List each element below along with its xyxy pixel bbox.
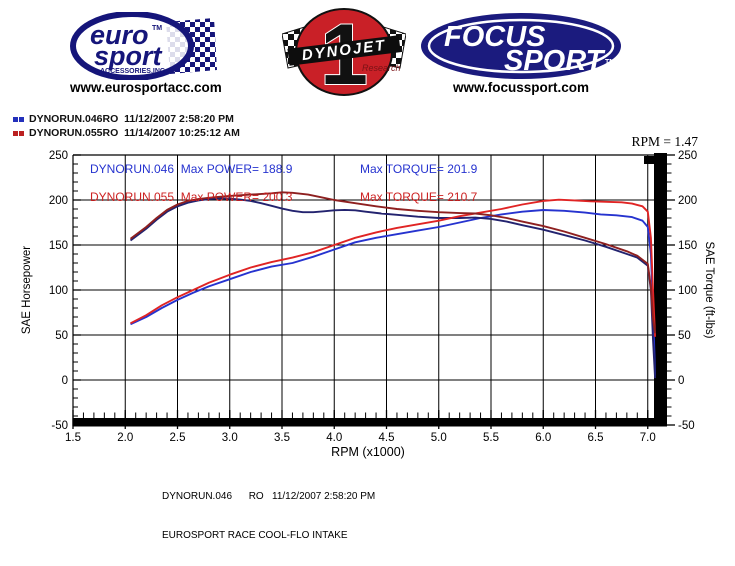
axis-tick-label: 200	[678, 195, 697, 207]
curve-power-055	[130, 198, 657, 337]
eurosport-word1: euro	[90, 20, 149, 50]
annotation-run046-power: DYNORUN.046 Max POWER= 188.9	[90, 162, 293, 176]
annotation-run055-torque: Max TORQUE= 210.7	[360, 190, 478, 204]
run046-marker-icon	[13, 116, 18, 122]
curve-torque-046	[129, 197, 657, 379]
run055-marker-icon	[13, 130, 18, 136]
axis-tick-label: 6.5	[588, 432, 604, 444]
eurosport-word2: sport	[94, 41, 163, 71]
axis-tick-label: 100	[678, 285, 697, 297]
rpm-bar-cap	[644, 156, 655, 164]
annotation-run046-torque: Max TORQUE= 201.9	[360, 162, 478, 176]
run046-marker-icon	[19, 116, 24, 122]
focussport-tm: TM	[605, 59, 615, 66]
axis-tick-label: 100	[49, 285, 68, 297]
axis-tick-label: 6.0	[535, 432, 551, 444]
axis-tick-label: 200	[49, 195, 68, 207]
focussport-ring	[427, 18, 615, 74]
focussport-url: www.focussport.com	[452, 80, 589, 95]
dynojet-banner	[287, 35, 401, 66]
x-axis-title: RPM (x1000)	[331, 445, 405, 459]
y-axis-title-right: SAE Torque (ft-lbs)	[703, 242, 715, 339]
axis-tick-label: 50	[678, 330, 691, 342]
axis-tick-label: 150	[678, 240, 697, 252]
y-axis-title-left: SAE Horsepower	[21, 246, 33, 334]
focussport-word1: FOCUS	[444, 21, 546, 53]
rpm-bar-bottom	[73, 418, 667, 427]
run-notes: DYNORUN.046 RO 11/12/2007 2:58:20 PM EUR…	[162, 464, 391, 566]
focussport-word2: SPORT	[504, 45, 606, 77]
eurosport-oval	[70, 12, 194, 80]
axis-tick-label: 150	[49, 240, 68, 252]
axis-tick-label: 4.0	[326, 432, 342, 444]
focussport-oval	[421, 13, 621, 79]
axis-tick-label: 2.0	[117, 432, 133, 444]
curve-torque-055	[129, 191, 657, 334]
legend-label: DYNORUN.046RO 11/12/2007 2:58:20 PM	[29, 113, 234, 125]
axis-tick-label: 3.0	[222, 432, 238, 444]
axis-tick-label: -50	[678, 420, 695, 432]
axis-tick-label: 5.0	[431, 432, 447, 444]
axis-tick-label: 4.5	[379, 432, 395, 444]
legend-label: DYNORUN.055RO 11/14/2007 10:25:12 AM	[29, 127, 240, 139]
axis-tick-label: 250	[49, 150, 68, 162]
axis-tick-label: 5.5	[483, 432, 499, 444]
eurosport-tagline: ACCESSORIES,INC.	[100, 68, 167, 75]
run-note-line: DYNORUN.046 RO 11/12/2007 2:58:20 PM	[162, 491, 376, 502]
eurosport-url: www.eurosportacc.com	[70, 80, 222, 95]
dynojet-script: Research	[362, 63, 401, 73]
axis-tick-label: 3.5	[274, 432, 290, 444]
axis-tick-label: 1.5	[65, 432, 81, 444]
axis-tick-label: 2.5	[170, 432, 186, 444]
legend-item-run046: DYNORUN.046RO 11/12/2007 2:58:20 PM	[13, 112, 234, 126]
eurosport-tm: TM	[152, 25, 162, 32]
axis-tick-label: -50	[51, 420, 68, 432]
axis-tick-label: 0	[678, 375, 684, 387]
run055-marker-icon	[19, 130, 24, 136]
rpm-bar-right	[654, 153, 667, 426]
axis-tick-label: 7.0	[640, 432, 656, 444]
legend-item-run055: DYNORUN.055RO 11/14/2007 10:25:12 AM	[13, 126, 240, 140]
rpm-readout: RPM = 1.47	[631, 134, 698, 149]
dynojet-logo: 1 DYNOJET Research	[282, 6, 406, 98]
curve-power-046	[130, 209, 657, 376]
focussport-logo: FOCUS SPORT TM	[421, 13, 621, 79]
annotation-run055-power: DYNORUN.055 Max POWER= 200.3	[90, 190, 293, 204]
axis-tick-label: 50	[55, 330, 68, 342]
eurosport-logo: euro TM sport ACCESSORIES,INC.	[70, 12, 217, 80]
run-note-line: EUROSPORT RACE COOL-FLO INTAKE	[162, 530, 348, 541]
axis-tick-label: 0	[62, 375, 68, 387]
axis-tick-label: 250	[678, 150, 697, 162]
